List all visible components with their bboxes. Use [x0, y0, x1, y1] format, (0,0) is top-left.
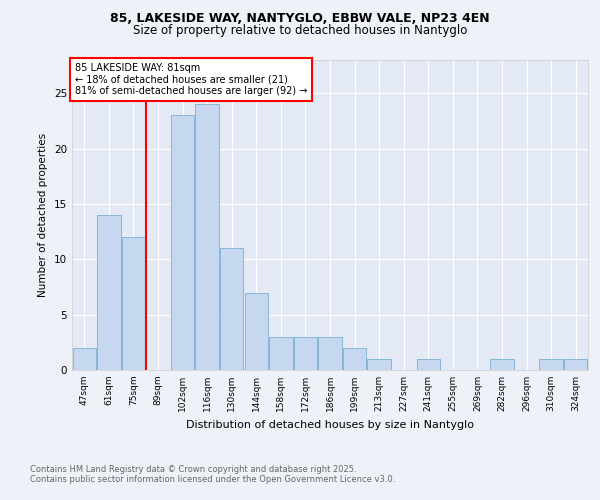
Bar	[73, 348, 96, 370]
Text: Contains HM Land Registry data © Crown copyright and database right 2025.: Contains HM Land Registry data © Crown c…	[30, 466, 356, 474]
Bar	[490, 359, 514, 370]
Bar	[97, 215, 121, 370]
Bar	[220, 248, 244, 370]
Text: 85 LAKESIDE WAY: 81sqm
← 18% of detached houses are smaller (21)
81% of semi-det: 85 LAKESIDE WAY: 81sqm ← 18% of detached…	[74, 63, 307, 96]
Bar	[196, 104, 219, 370]
Text: Contains public sector information licensed under the Open Government Licence v3: Contains public sector information licen…	[30, 476, 395, 484]
Bar	[269, 337, 293, 370]
Bar	[416, 359, 440, 370]
Bar	[294, 337, 317, 370]
Bar	[122, 237, 145, 370]
Bar	[319, 337, 341, 370]
Bar	[539, 359, 563, 370]
Bar	[171, 116, 194, 370]
Text: 85, LAKESIDE WAY, NANTYGLO, EBBW VALE, NP23 4EN: 85, LAKESIDE WAY, NANTYGLO, EBBW VALE, N…	[110, 12, 490, 26]
X-axis label: Distribution of detached houses by size in Nantyglo: Distribution of detached houses by size …	[186, 420, 474, 430]
Bar	[367, 359, 391, 370]
Bar	[564, 359, 587, 370]
Y-axis label: Number of detached properties: Number of detached properties	[38, 133, 49, 297]
Bar	[343, 348, 366, 370]
Text: Size of property relative to detached houses in Nantyglo: Size of property relative to detached ho…	[133, 24, 467, 37]
Bar	[245, 292, 268, 370]
